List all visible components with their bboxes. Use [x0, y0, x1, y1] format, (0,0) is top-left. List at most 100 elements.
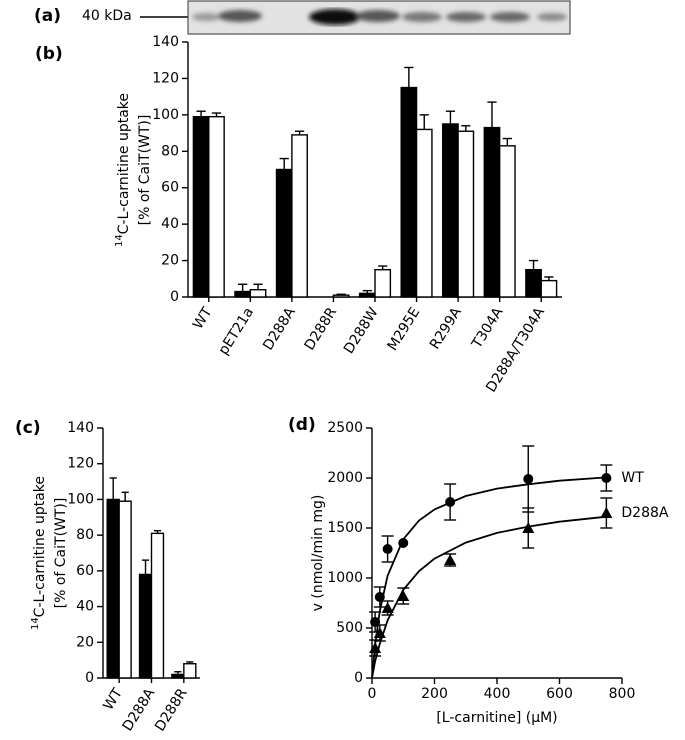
y-tick-label: 140: [152, 34, 179, 50]
series-label: D288A: [621, 505, 669, 521]
y-axis-label-sup: 14: [114, 234, 125, 247]
error-bar: [445, 110, 456, 124]
error-bar: [487, 101, 497, 128]
bar: [192, 115, 210, 298]
error-bar: [211, 112, 222, 117]
y-axis-label: 14C-L-carnitine uptake: [114, 93, 132, 247]
y-tick-label: 60: [161, 180, 179, 196]
bar: [457, 130, 475, 298]
x-tick-label: pET21a: [216, 305, 257, 358]
error-bar: [528, 259, 539, 270]
y-axis-label-text: [% of CaiT(WT)]: [137, 115, 153, 226]
bar: [498, 145, 516, 298]
x-tick-label: D288R: [302, 305, 341, 354]
error-bar: [121, 491, 129, 502]
error-bar: [362, 289, 372, 294]
y-tick-label: 80: [76, 527, 94, 543]
y-axis-label-text: C-L-carnitine uptake: [32, 476, 48, 617]
bar: [525, 268, 542, 298]
x-tick-label: T304A: [469, 304, 507, 352]
series-label: WT: [621, 470, 644, 486]
y-tick-label: 2000: [327, 470, 363, 486]
bar: [150, 532, 165, 679]
point: [397, 590, 410, 601]
point: [600, 507, 613, 518]
panel-label: (a): [34, 6, 61, 26]
x-tick-label: 800: [609, 686, 636, 702]
y-axis-label: v (nmol/min mg): [310, 495, 326, 612]
error-bar: [461, 125, 471, 132]
y-tick-label: 120: [152, 70, 179, 86]
bar: [374, 268, 392, 298]
y-tick-label: 2500: [327, 420, 363, 436]
bar: [275, 168, 293, 298]
y-tick-label: 120: [67, 456, 94, 472]
error-bar: [141, 559, 150, 575]
error-bar: [253, 283, 263, 290]
point: [381, 602, 394, 613]
point: [444, 554, 457, 565]
panel-label: (b): [35, 44, 63, 64]
x-tick-label: WT: [101, 685, 127, 713]
y-tick-label: 0: [85, 670, 94, 686]
x-tick-label: WT: [190, 304, 216, 332]
y-tick-label: 1500: [327, 520, 363, 536]
bar: [291, 134, 308, 298]
point: [445, 497, 456, 507]
bar: [540, 279, 558, 298]
error-bar: [153, 529, 162, 534]
error-bar: [186, 661, 194, 664]
bar: [332, 294, 350, 298]
y-axis-label: [% of CaiT(WT)]: [137, 115, 153, 226]
x-tick-label: D288R: [152, 686, 191, 735]
error-bar: [544, 276, 554, 281]
y-tick-label: 0: [354, 670, 363, 686]
y-axis-label: 14C-L-carnitine uptake: [30, 476, 48, 630]
y-tick-label: 20: [161, 253, 179, 269]
bar: [415, 128, 433, 298]
point: [523, 474, 534, 484]
point: [382, 544, 393, 554]
bar: [400, 86, 418, 298]
y-tick-label: 100: [152, 107, 179, 123]
error-bar: [196, 110, 206, 117]
y-tick-label: 20: [76, 634, 94, 650]
y-tick-label: 140: [67, 420, 94, 436]
error-bar: [279, 157, 289, 170]
y-tick-label: 100: [67, 491, 94, 507]
error-bar: [336, 293, 346, 296]
error-bar: [404, 66, 414, 88]
fit-curve: [371, 476, 607, 679]
bar: [138, 573, 153, 679]
x-axis-label: [L-carnitine] (µM): [436, 710, 557, 726]
error-bar: [109, 477, 117, 500]
x-tick-label: 600: [546, 686, 573, 702]
error-bar: [294, 130, 305, 135]
x-tick-label: 0: [368, 686, 377, 702]
error-bar: [502, 137, 512, 146]
x-tick-label: 400: [484, 686, 511, 702]
y-tick-label: 1000: [327, 570, 363, 586]
y-axis-label-text: [% of CaiT(WT)]: [53, 498, 69, 609]
y-tick-label: 40: [76, 599, 94, 615]
bar: [358, 292, 376, 298]
y-tick-label: 80: [161, 143, 179, 159]
bar: [249, 289, 267, 298]
point: [522, 522, 535, 533]
error-bar: [378, 265, 388, 270]
point: [374, 592, 385, 602]
panel-label: (c): [15, 418, 41, 438]
y-axis-label: [% of CaiT(WT)]: [53, 498, 69, 609]
y-tick-label: 0: [170, 289, 179, 305]
bar: [208, 115, 225, 298]
bar: [442, 123, 459, 298]
fit-curve: [371, 515, 607, 679]
point: [369, 642, 382, 653]
blot-bands: [192, 9, 567, 25]
blot: [187, 0, 571, 35]
bar: [118, 500, 132, 679]
point: [398, 538, 409, 548]
error-bar: [419, 114, 429, 130]
x-tick-label: D288A: [260, 304, 299, 353]
